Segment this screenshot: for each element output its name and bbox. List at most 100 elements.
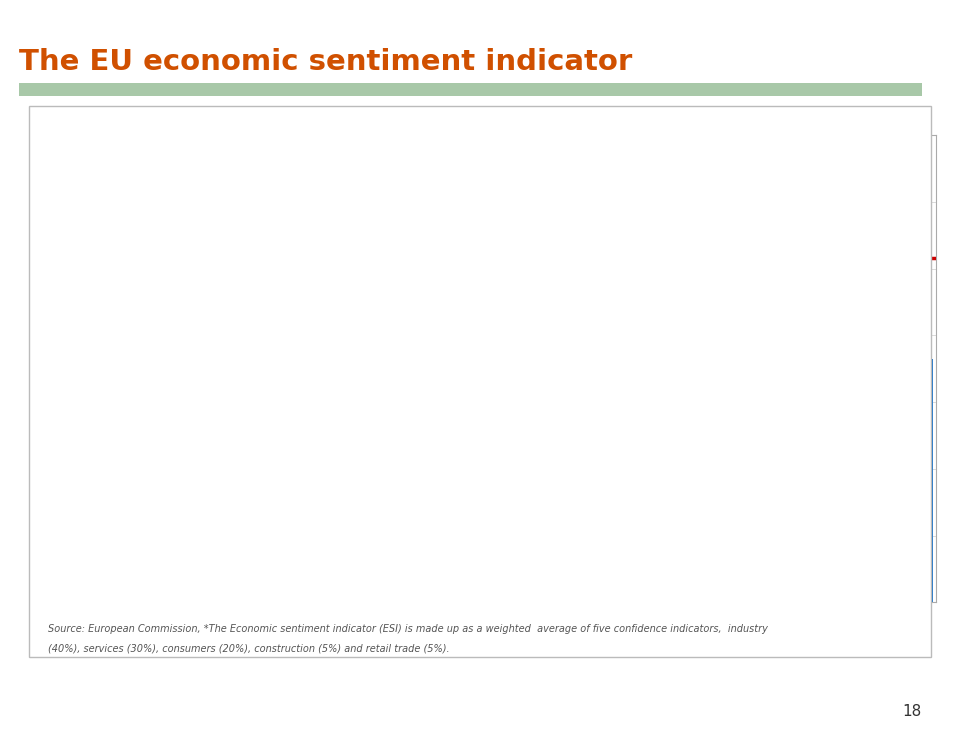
Bar [463, 235, 468, 730]
Bar [687, 462, 691, 730]
Bar [678, 442, 683, 730]
Bar [521, 262, 526, 730]
Bar [597, 199, 602, 730]
Bar [405, 312, 409, 730]
Bar [683, 456, 687, 730]
Bar [262, 195, 266, 730]
Bar [141, 235, 145, 730]
Bar [804, 245, 808, 730]
Bar [660, 349, 664, 730]
Bar [916, 309, 920, 730]
Bar [252, 185, 257, 730]
Bar [696, 482, 701, 730]
Bar [826, 248, 830, 730]
Bar [347, 275, 351, 730]
Legend: Long-term average (1998-2011)=101.6: Long-term average (1998-2011)=101.6 [107, 143, 379, 168]
Title: EU economic sentiment indicator (ESI): EU economic sentiment indicator (ESI) [369, 110, 663, 124]
Bar [360, 315, 365, 730]
Bar [427, 288, 432, 730]
Bar [553, 205, 557, 730]
Bar [718, 442, 723, 730]
Bar [705, 482, 709, 730]
Bar [508, 262, 513, 730]
Bar [486, 255, 490, 730]
Bar [624, 245, 629, 730]
Bar [150, 228, 155, 730]
Bar [168, 239, 172, 730]
Bar [400, 312, 405, 730]
Bar [356, 302, 360, 730]
Bar [145, 242, 150, 730]
Bar [230, 169, 235, 730]
Bar [669, 402, 674, 730]
Bar [920, 309, 924, 730]
Bar [548, 212, 553, 730]
Bar [185, 242, 190, 730]
Bar [244, 178, 249, 730]
Bar [293, 288, 298, 730]
Bar [136, 239, 141, 730]
Bar [898, 258, 902, 730]
Bar [709, 469, 714, 730]
Bar [593, 188, 597, 730]
Bar [557, 199, 562, 730]
Bar [516, 255, 521, 730]
Bar [750, 356, 755, 730]
Bar [177, 245, 181, 730]
Bar [123, 228, 128, 730]
Bar [615, 245, 620, 730]
Text: Source: European Commission, *The Economic sentiment indicator (ESI) is made up : Source: European Commission, *The Econom… [48, 624, 768, 634]
Bar [651, 322, 656, 730]
Bar [316, 315, 320, 730]
Bar [436, 275, 441, 730]
Bar [785, 269, 790, 730]
Bar [329, 285, 333, 730]
Bar [449, 248, 454, 730]
Bar [879, 258, 884, 730]
Bar [306, 322, 311, 730]
Bar [530, 252, 535, 730]
Bar [204, 235, 208, 730]
Bar [499, 258, 503, 730]
Bar [343, 272, 347, 730]
Bar [777, 288, 781, 730]
Bar [763, 322, 768, 730]
Bar [736, 382, 741, 730]
Bar [575, 178, 580, 730]
Bar [422, 295, 427, 730]
Bar [691, 475, 696, 730]
Bar [701, 485, 705, 730]
Bar [656, 335, 660, 730]
Bar [580, 175, 584, 730]
Bar [468, 239, 472, 730]
Bar [924, 312, 929, 730]
Bar [195, 239, 199, 730]
Bar [454, 245, 459, 730]
Bar [768, 309, 772, 730]
Bar [351, 288, 356, 730]
Bar [835, 248, 839, 730]
Bar [714, 456, 718, 730]
Bar [383, 309, 387, 730]
Bar [674, 429, 678, 730]
Bar [392, 312, 396, 730]
Bar [911, 312, 916, 730]
Bar [373, 315, 378, 730]
Bar [535, 242, 540, 730]
Bar [817, 239, 822, 730]
Bar [476, 262, 481, 730]
Bar [172, 242, 177, 730]
Bar [876, 255, 879, 730]
Bar [543, 222, 548, 730]
Bar [758, 335, 763, 730]
Bar [105, 185, 109, 730]
Bar [929, 358, 933, 730]
Bar [634, 248, 637, 730]
Bar [588, 182, 593, 730]
Bar [302, 315, 306, 730]
Bar [642, 282, 647, 730]
Bar [494, 255, 499, 730]
Bar [540, 232, 543, 730]
Bar [96, 188, 101, 730]
Bar [279, 262, 284, 730]
